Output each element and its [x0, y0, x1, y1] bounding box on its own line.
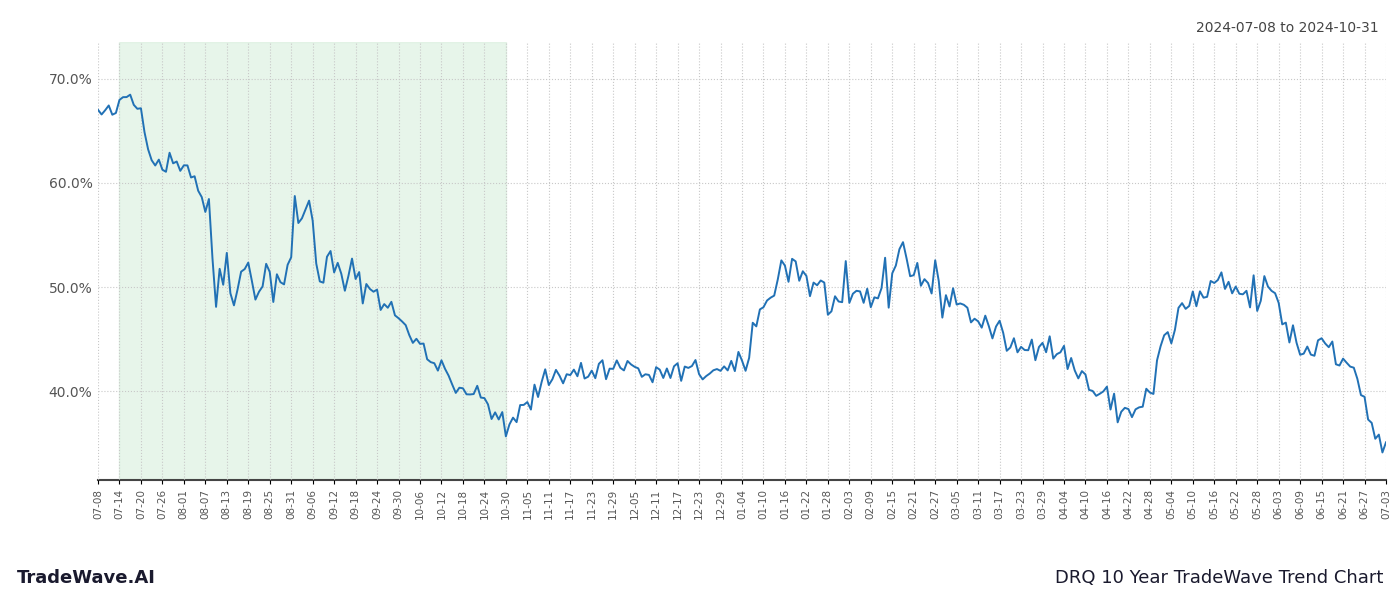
Text: 2024-07-08 to 2024-10-31: 2024-07-08 to 2024-10-31	[1197, 21, 1379, 35]
Text: DRQ 10 Year TradeWave Trend Chart: DRQ 10 Year TradeWave Trend Chart	[1054, 569, 1383, 587]
Bar	[119, 42, 505, 480]
Text: TradeWave.AI: TradeWave.AI	[17, 569, 155, 587]
